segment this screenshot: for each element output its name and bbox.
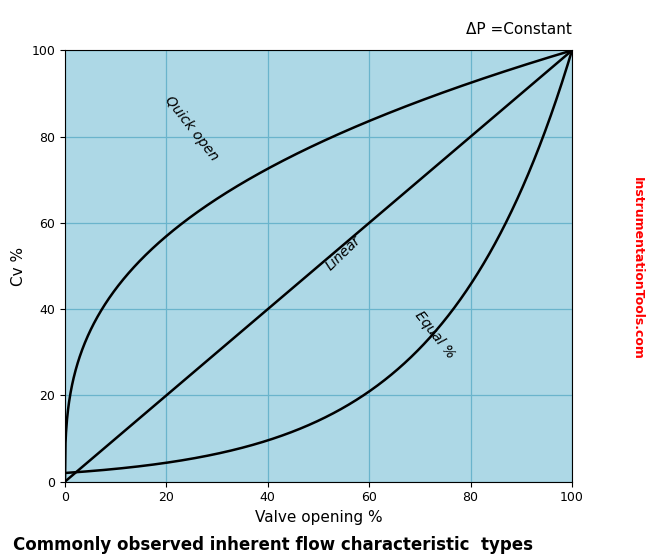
Text: Equal %: Equal % — [412, 309, 458, 361]
Text: Commonly observed inherent flow characteristic  types: Commonly observed inherent flow characte… — [13, 536, 533, 554]
Y-axis label: Cv %: Cv % — [11, 246, 26, 286]
X-axis label: Valve opening %: Valve opening % — [255, 510, 382, 525]
Text: Quick open: Quick open — [162, 93, 221, 163]
Text: ΔP =Constant: ΔP =Constant — [466, 22, 572, 38]
Text: InstrumentationTools.com: InstrumentationTools.com — [630, 178, 644, 360]
Text: Linear: Linear — [324, 233, 364, 273]
